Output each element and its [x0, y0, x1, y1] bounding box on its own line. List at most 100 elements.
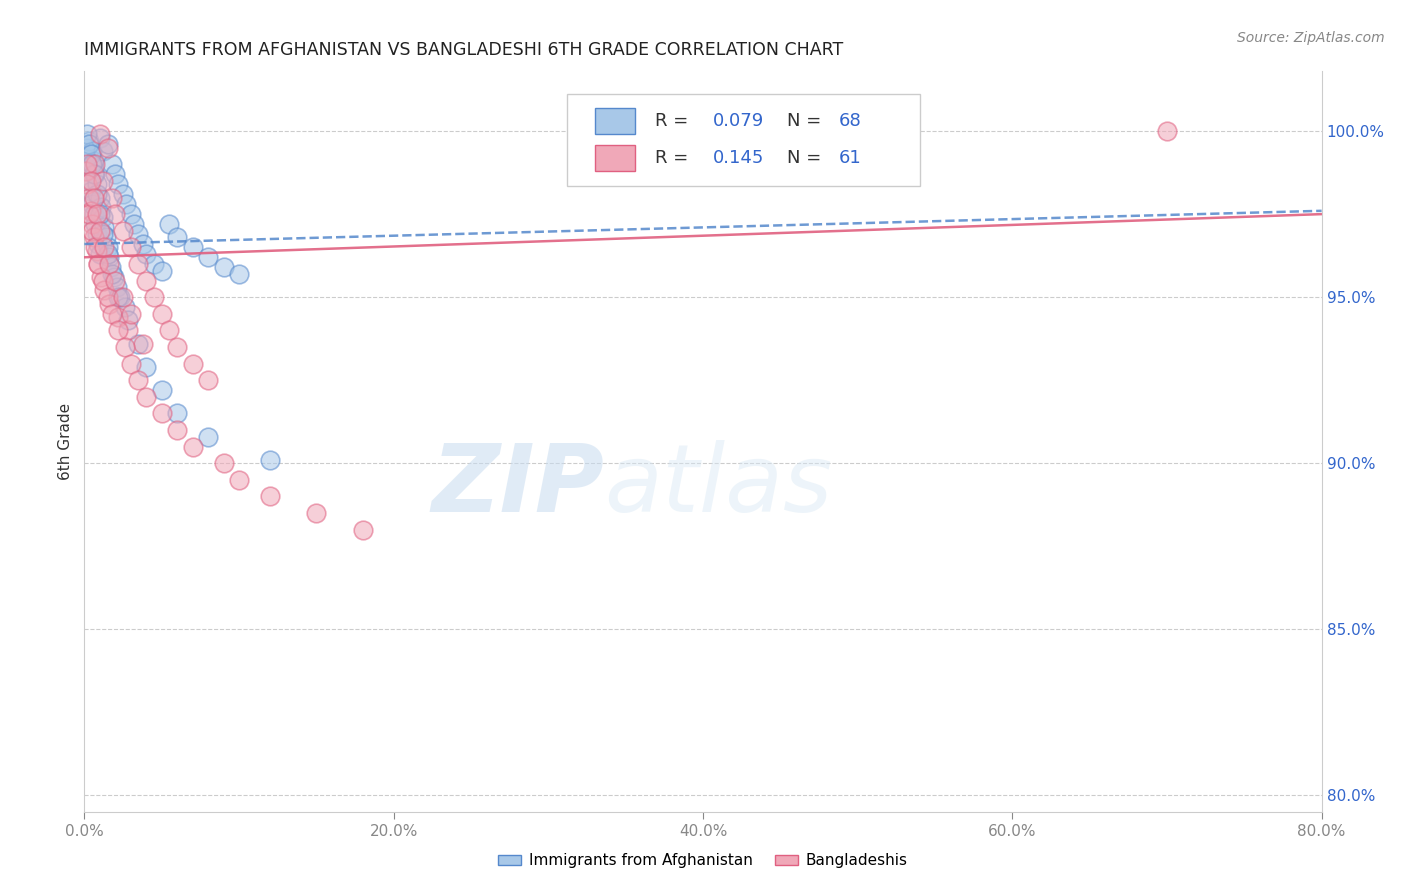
Point	[128, 227, 150, 241]
Point	[83, 153, 105, 168]
Point	[77, 207, 100, 221]
Point	[120, 207, 142, 221]
Point	[98, 297, 121, 311]
Point	[108, 290, 131, 304]
Point	[112, 224, 135, 238]
Point	[91, 144, 114, 158]
Point	[82, 144, 104, 158]
Point	[212, 260, 235, 275]
Point	[181, 357, 204, 371]
Point	[228, 267, 250, 281]
Point	[93, 220, 115, 235]
Point	[76, 178, 98, 192]
Point	[150, 263, 173, 277]
Point	[166, 340, 188, 354]
Point	[91, 273, 114, 287]
Point	[159, 323, 181, 337]
Point	[86, 244, 108, 258]
Point	[87, 257, 110, 271]
Point	[159, 217, 181, 231]
Point	[97, 141, 120, 155]
Point	[103, 270, 125, 285]
Point	[93, 284, 115, 298]
Point	[87, 257, 110, 271]
Point	[150, 383, 173, 397]
Point	[128, 257, 150, 271]
Point	[212, 456, 235, 470]
Point	[84, 217, 107, 231]
Point	[101, 307, 124, 321]
Point	[83, 207, 105, 221]
Point	[197, 250, 219, 264]
Point	[117, 313, 139, 327]
FancyBboxPatch shape	[567, 94, 920, 186]
Point	[83, 230, 105, 244]
Point	[84, 167, 107, 181]
Point	[86, 207, 108, 221]
Point	[91, 174, 114, 188]
Point	[79, 147, 101, 161]
Point	[115, 197, 138, 211]
Point	[86, 227, 108, 241]
Point	[107, 323, 129, 337]
Point	[91, 227, 114, 241]
Text: atlas: atlas	[605, 441, 832, 532]
FancyBboxPatch shape	[595, 145, 636, 171]
Point	[97, 290, 120, 304]
Point	[128, 336, 150, 351]
Point	[82, 224, 104, 238]
Legend: Immigrants from Afghanistan, Bangladeshis: Immigrants from Afghanistan, Bangladeshi…	[492, 847, 914, 874]
Point	[107, 178, 129, 192]
Point	[83, 190, 105, 204]
Text: N =: N =	[787, 149, 827, 167]
Point	[197, 373, 219, 387]
Point	[97, 240, 120, 254]
Point	[76, 128, 98, 142]
Point	[77, 174, 100, 188]
Point	[132, 336, 155, 351]
Point	[135, 273, 157, 287]
Text: R =: R =	[655, 149, 693, 167]
Text: ZIP: ZIP	[432, 440, 605, 532]
Point	[82, 217, 104, 231]
Point	[93, 240, 115, 254]
Point	[94, 230, 117, 244]
Point	[259, 489, 281, 503]
FancyBboxPatch shape	[595, 109, 636, 135]
Point	[150, 406, 173, 420]
Point	[98, 250, 121, 264]
Point	[79, 174, 101, 188]
Point	[228, 473, 250, 487]
Point	[87, 237, 110, 252]
Point	[97, 137, 120, 152]
Point	[352, 523, 374, 537]
Point	[114, 300, 136, 314]
Point	[90, 270, 112, 285]
Point	[89, 207, 111, 221]
Point	[166, 423, 188, 437]
Point	[135, 359, 157, 374]
Point	[135, 390, 157, 404]
Point	[122, 217, 145, 231]
Point	[89, 247, 111, 261]
Point	[75, 164, 97, 178]
Point	[150, 307, 173, 321]
Point	[135, 247, 157, 261]
Point	[89, 128, 111, 142]
Y-axis label: 6th Grade: 6th Grade	[58, 403, 73, 480]
Point	[91, 211, 114, 225]
Point	[79, 184, 101, 198]
Point	[259, 452, 281, 467]
Point	[82, 197, 104, 211]
Point	[166, 230, 188, 244]
Point	[101, 267, 124, 281]
Point	[143, 290, 166, 304]
Point	[104, 207, 127, 221]
Point	[104, 273, 127, 287]
Point	[101, 190, 124, 204]
Point	[1156, 124, 1178, 138]
Text: 0.079: 0.079	[713, 112, 763, 130]
Text: Source: ZipAtlas.com: Source: ZipAtlas.com	[1237, 31, 1385, 45]
Point	[197, 429, 219, 443]
Point	[84, 240, 107, 254]
